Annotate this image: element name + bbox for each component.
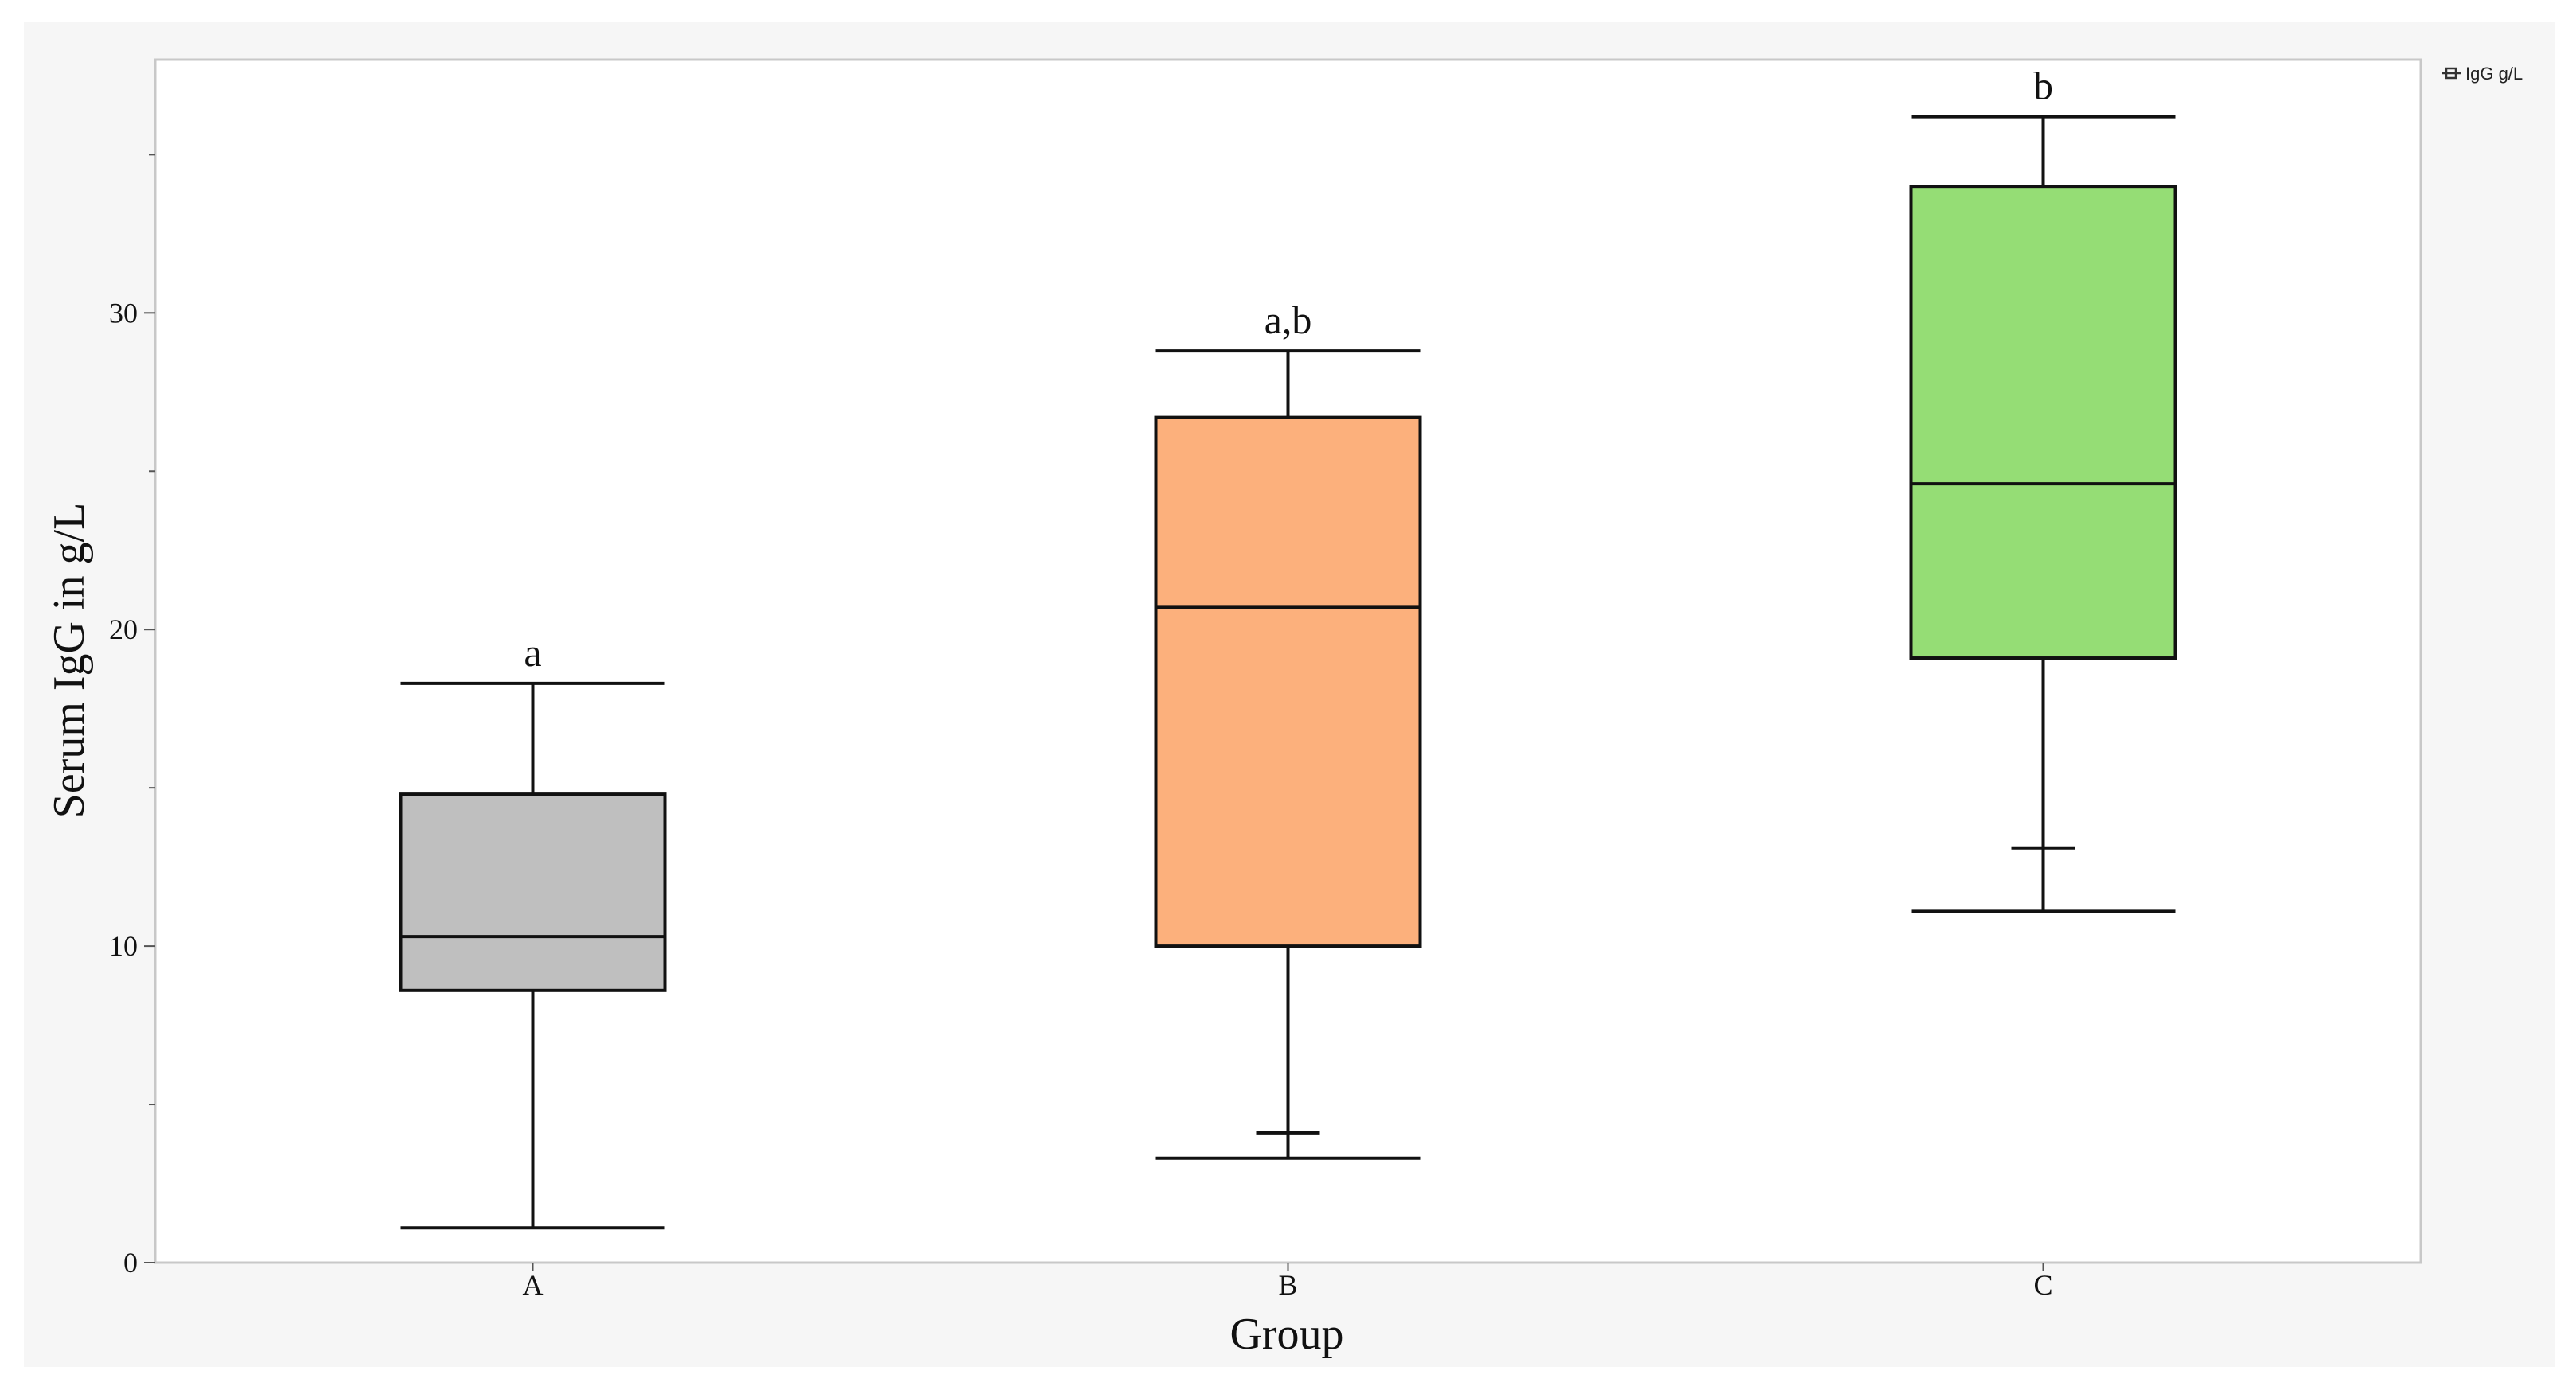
x-axis-ticks: A B C xyxy=(523,1263,2053,1301)
x-tick-label: C xyxy=(2033,1269,2052,1301)
y-tick-label: 30 xyxy=(109,297,138,329)
legend: IgG g/L xyxy=(2442,64,2523,84)
y-tick-label: 20 xyxy=(109,613,138,645)
x-tick-label: B xyxy=(1278,1269,1297,1301)
y-tick-label: 0 xyxy=(123,1247,138,1279)
legend-swatch-icon xyxy=(2442,67,2461,80)
legend-label: IgG g/L xyxy=(2465,64,2523,84)
box-group-b: a,b xyxy=(1154,298,1422,1160)
box-group-a: a xyxy=(399,630,667,1230)
y-axis-title: Serum IgG in g/L xyxy=(45,503,94,819)
iqr-box xyxy=(1154,415,1422,948)
box-series: a a,b b xyxy=(399,64,2177,1230)
significance-label: a xyxy=(524,630,541,675)
box-group-c: b xyxy=(1909,64,2177,913)
significance-label: a,b xyxy=(1265,298,1312,342)
iqr-box xyxy=(1909,185,2177,660)
x-axis-title: Group xyxy=(1230,1310,1343,1359)
y-tick-label: 10 xyxy=(109,930,138,962)
significance-label: b xyxy=(2033,64,2053,108)
y-axis-ticks: 0 10 20 30 xyxy=(109,154,155,1279)
iqr-box xyxy=(399,792,667,992)
x-tick-label: A xyxy=(523,1269,544,1301)
